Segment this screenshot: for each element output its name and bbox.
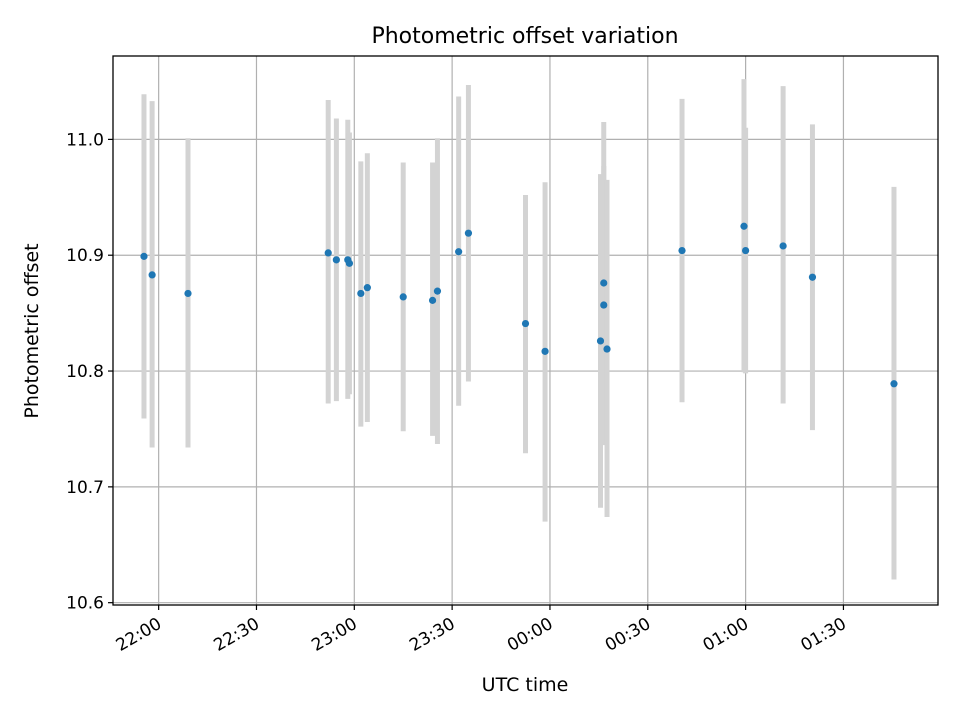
data-point (464, 229, 473, 237)
chart-title: Photometric offset variation (371, 24, 678, 49)
data-point (742, 246, 750, 255)
data-point (433, 287, 442, 295)
y-tick-label: 10.9 (66, 246, 104, 266)
data-point (324, 249, 332, 257)
y-tick-label: 10.8 (66, 362, 104, 382)
y-tick-label: 10.7 (66, 478, 104, 498)
data-point (603, 345, 611, 353)
y-axis-label: Photometric offset (21, 243, 43, 418)
data-point (345, 259, 354, 267)
y-tick-label: 10.6 (66, 594, 104, 614)
data-point (455, 248, 463, 256)
data-point (596, 337, 605, 345)
data-point (541, 347, 549, 355)
data-point (332, 256, 340, 264)
data-point (357, 289, 365, 298)
data-point (678, 246, 686, 255)
y-tick-label: 11.0 (66, 130, 104, 150)
data-point (148, 271, 156, 279)
data-point (428, 296, 437, 304)
data-point (779, 242, 787, 250)
data-point (890, 380, 898, 388)
plot-frame (112, 55, 939, 606)
data-point (600, 279, 608, 287)
x-axis-label: UTC time (482, 674, 569, 696)
y-axis-ticks: 10.6 10.7 10.8 10.9 11.0 (66, 130, 113, 614)
data-points (140, 222, 898, 388)
data-point (363, 284, 371, 292)
data-point (740, 222, 748, 230)
data-point (600, 301, 608, 309)
data-point (140, 252, 148, 260)
data-point (184, 289, 192, 298)
data-point (808, 273, 817, 281)
data-point (399, 293, 407, 301)
data-point (521, 319, 530, 328)
